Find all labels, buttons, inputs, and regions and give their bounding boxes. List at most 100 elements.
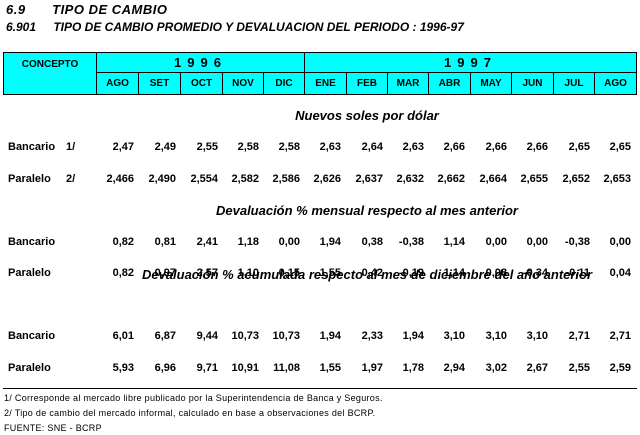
row-label: Paralelo <box>8 173 51 185</box>
table-cell: 0,00 <box>485 236 507 248</box>
month-header: MAY <box>471 73 512 94</box>
table-cell: 2,490 <box>148 173 176 185</box>
table-cell: 1,94 <box>319 236 341 248</box>
row-footnote-ref: 1/ <box>66 141 76 153</box>
month-header: OCT <box>181 73 223 94</box>
table-cell: 6,96 <box>154 362 176 374</box>
section-header: 6.9 TIPO DE CAMBIO <box>6 2 167 17</box>
table-cell: 0,00 <box>526 236 548 248</box>
table-cell: 5,93 <box>112 362 134 374</box>
table-cell: 2,57 <box>196 267 218 279</box>
table-cell: 2,59 <box>609 362 631 374</box>
table-cell: -0,19 <box>398 267 424 279</box>
month-header: NOV <box>223 73 264 94</box>
table-cell: 0,97 <box>154 267 176 279</box>
month-header: FEB <box>347 73 388 94</box>
table-cell: 10,91 <box>231 362 259 374</box>
table-cell: 6,01 <box>112 330 134 342</box>
row-label: Paralelo <box>8 267 51 279</box>
table-cell: 2,586 <box>272 173 300 185</box>
table-header: CONCEPTO 1996 1997 AGO SET OCT NOV DIC ENE FEB… <box>3 52 637 95</box>
table-cell: 1,97 <box>361 362 383 374</box>
table-cell: 1,78 <box>402 362 424 374</box>
table-cell: 2,55 <box>568 362 590 374</box>
section-subtitle: Devaluación % mensual respecto al mes an… <box>215 203 518 218</box>
table-cell: 0,42 <box>361 267 383 279</box>
table-cell: 2,71 <box>609 330 631 342</box>
table-cell: 0,82 <box>112 236 134 248</box>
table-cell: 2,71 <box>568 330 590 342</box>
table-cell: 0,00 <box>278 236 300 248</box>
table-cell: 2,655 <box>520 173 548 185</box>
table-bottom-rule <box>3 388 637 389</box>
table-cell: 2,55 <box>196 141 218 153</box>
table-cell: 2,66 <box>485 141 507 153</box>
table-cell: 11,08 <box>273 362 300 374</box>
footnote-1: 1/ Corresponde al mercado libre publicad… <box>4 393 383 403</box>
row-label: Bancario <box>8 236 56 248</box>
table-cell: 1,14 <box>443 267 465 279</box>
year-1997-header: 1997 <box>305 53 636 73</box>
row-label: Paralelo <box>8 362 51 374</box>
table-cell: -0,34 <box>522 267 548 279</box>
row-footnote-ref: 2/ <box>66 173 76 185</box>
month-header: DIC <box>264 73 305 94</box>
table-cell: 2,65 <box>609 141 631 153</box>
table-title-text: TIPO DE CAMBIO PROMEDIO Y DEVALUACION DE… <box>53 20 464 34</box>
section-subtitle: Devaluación % acumulada respecto al mes … <box>141 267 593 282</box>
footnote-2: 2/ Tipo de cambio del mercado informal, … <box>4 408 376 418</box>
table-cell: 2,58 <box>237 141 259 153</box>
footnote-source: FUENTE: SNE - BCRP <box>4 423 102 433</box>
table-cell: 2,653 <box>603 173 631 185</box>
table-cell: 2,652 <box>562 173 590 185</box>
table-cell: 2,64 <box>361 141 383 153</box>
table-cell: 2,65 <box>568 141 590 153</box>
table-cell: 2,33 <box>361 330 383 342</box>
table-cell: 2,58 <box>278 141 300 153</box>
table-cell: 10,73 <box>272 330 300 342</box>
section-title: TIPO DE CAMBIO <box>52 2 168 17</box>
month-header: ENE <box>305 73 347 94</box>
table-cell: 1,55 <box>319 362 341 374</box>
table-cell: 2,66 <box>443 141 465 153</box>
table-cell: 1,94 <box>402 330 424 342</box>
month-header: JUN <box>512 73 554 94</box>
table-cell: 2,664 <box>479 173 507 185</box>
table-cell: 2,582 <box>231 173 259 185</box>
table-cell: 3,10 <box>485 330 507 342</box>
table-cell: 3,02 <box>485 362 507 374</box>
table-cell: 1,55 <box>319 267 341 279</box>
table-cell: 2,63 <box>319 141 341 153</box>
table-cell: 1,14 <box>443 236 465 248</box>
table-number: 6.901 <box>6 20 37 34</box>
row-label: Bancario <box>8 141 56 153</box>
table-cell: 2,94 <box>443 362 465 374</box>
table-cell: 1,10 <box>237 267 259 279</box>
table-cell: 0,15 <box>278 267 300 279</box>
table-cell: 0,81 <box>154 236 176 248</box>
table-cell: 2,41 <box>196 236 218 248</box>
table-cell: 0,38 <box>361 236 383 248</box>
table-cell: 1,94 <box>319 330 341 342</box>
table-cell: 2,554 <box>190 173 218 185</box>
table-cell: -0,38 <box>564 236 590 248</box>
table-cell: 3,10 <box>526 330 548 342</box>
table-cell: 9,71 <box>196 362 218 374</box>
table-cell: 2,63 <box>402 141 424 153</box>
table-cell: 2,66 <box>526 141 548 153</box>
table-title: 6.901 TIPO DE CAMBIO PROMEDIO Y DEVALUAC… <box>6 20 464 34</box>
table-cell: 2,637 <box>355 173 383 185</box>
table-cell: 3,10 <box>443 330 465 342</box>
table-cell: 2,49 <box>154 141 176 153</box>
section-subtitle: Nuevos soles por dólar <box>295 108 439 123</box>
row-label: Bancario <box>8 330 56 342</box>
table-cell: 2,466 <box>106 173 134 185</box>
concept-header: CONCEPTO <box>4 53 97 94</box>
table-cell: 9,44 <box>196 330 218 342</box>
month-header: MAR <box>388 73 429 94</box>
table-cell: 0,04 <box>609 267 631 279</box>
month-header: AGO <box>604 78 627 89</box>
month-header: SET <box>139 73 181 94</box>
table-cell: 2,47 <box>112 141 134 153</box>
month-header: JUL <box>554 73 595 94</box>
